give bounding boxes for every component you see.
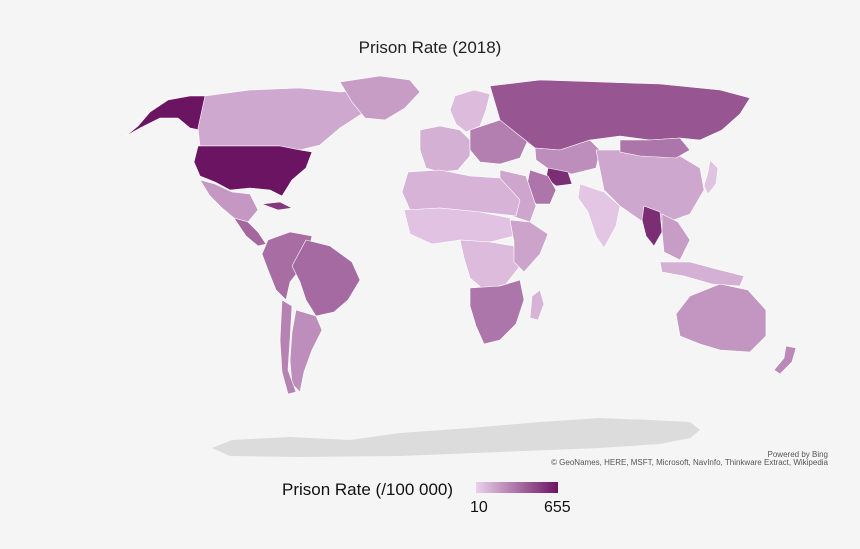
region-alaska — [125, 95, 216, 137]
region-japan — [703, 159, 719, 195]
region-russia — [489, 79, 751, 151]
attribution-bing: Powered by Bing — [767, 450, 828, 459]
region-indonesia — [659, 261, 745, 287]
region-australia — [675, 283, 767, 353]
region-argentina — [289, 309, 323, 393]
region-thailand — [641, 205, 663, 247]
region-southern-africa — [469, 279, 525, 345]
region-brazil — [291, 239, 361, 317]
region-east-africa — [509, 219, 549, 273]
region-central-america — [233, 217, 267, 247]
legend-max-label: 655 — [544, 499, 571, 516]
regions-layer — [125, 75, 797, 395]
region-cuba — [261, 201, 293, 211]
map-title: Prison Rate (2018) — [358, 38, 502, 57]
region-western-europe — [419, 125, 471, 173]
region-antarctica — [212, 418, 700, 457]
attribution-sources: © GeoNames, HERE, MSFT, Microsoft, NavIn… — [551, 458, 828, 467]
region-india — [577, 183, 621, 249]
legend-min-label: 10 — [470, 499, 488, 516]
region-sahel — [403, 207, 515, 245]
region-mongolia — [619, 137, 691, 159]
region-southeast-asia — [661, 213, 691, 261]
region-north-africa — [401, 169, 521, 217]
legend-title: Prison Rate (/100 000) — [282, 480, 454, 499]
region-greenland — [339, 75, 421, 121]
legend-color-bar — [476, 482, 558, 493]
region-united-states — [193, 145, 313, 197]
region-new-zealand — [773, 345, 797, 375]
region-chile — [279, 299, 297, 395]
region-south-america — [261, 231, 313, 301]
region-mexico — [199, 179, 259, 223]
region-madagascar — [529, 289, 545, 321]
region-scandinavia — [449, 89, 491, 133]
region-kazakhstan — [534, 139, 601, 175]
